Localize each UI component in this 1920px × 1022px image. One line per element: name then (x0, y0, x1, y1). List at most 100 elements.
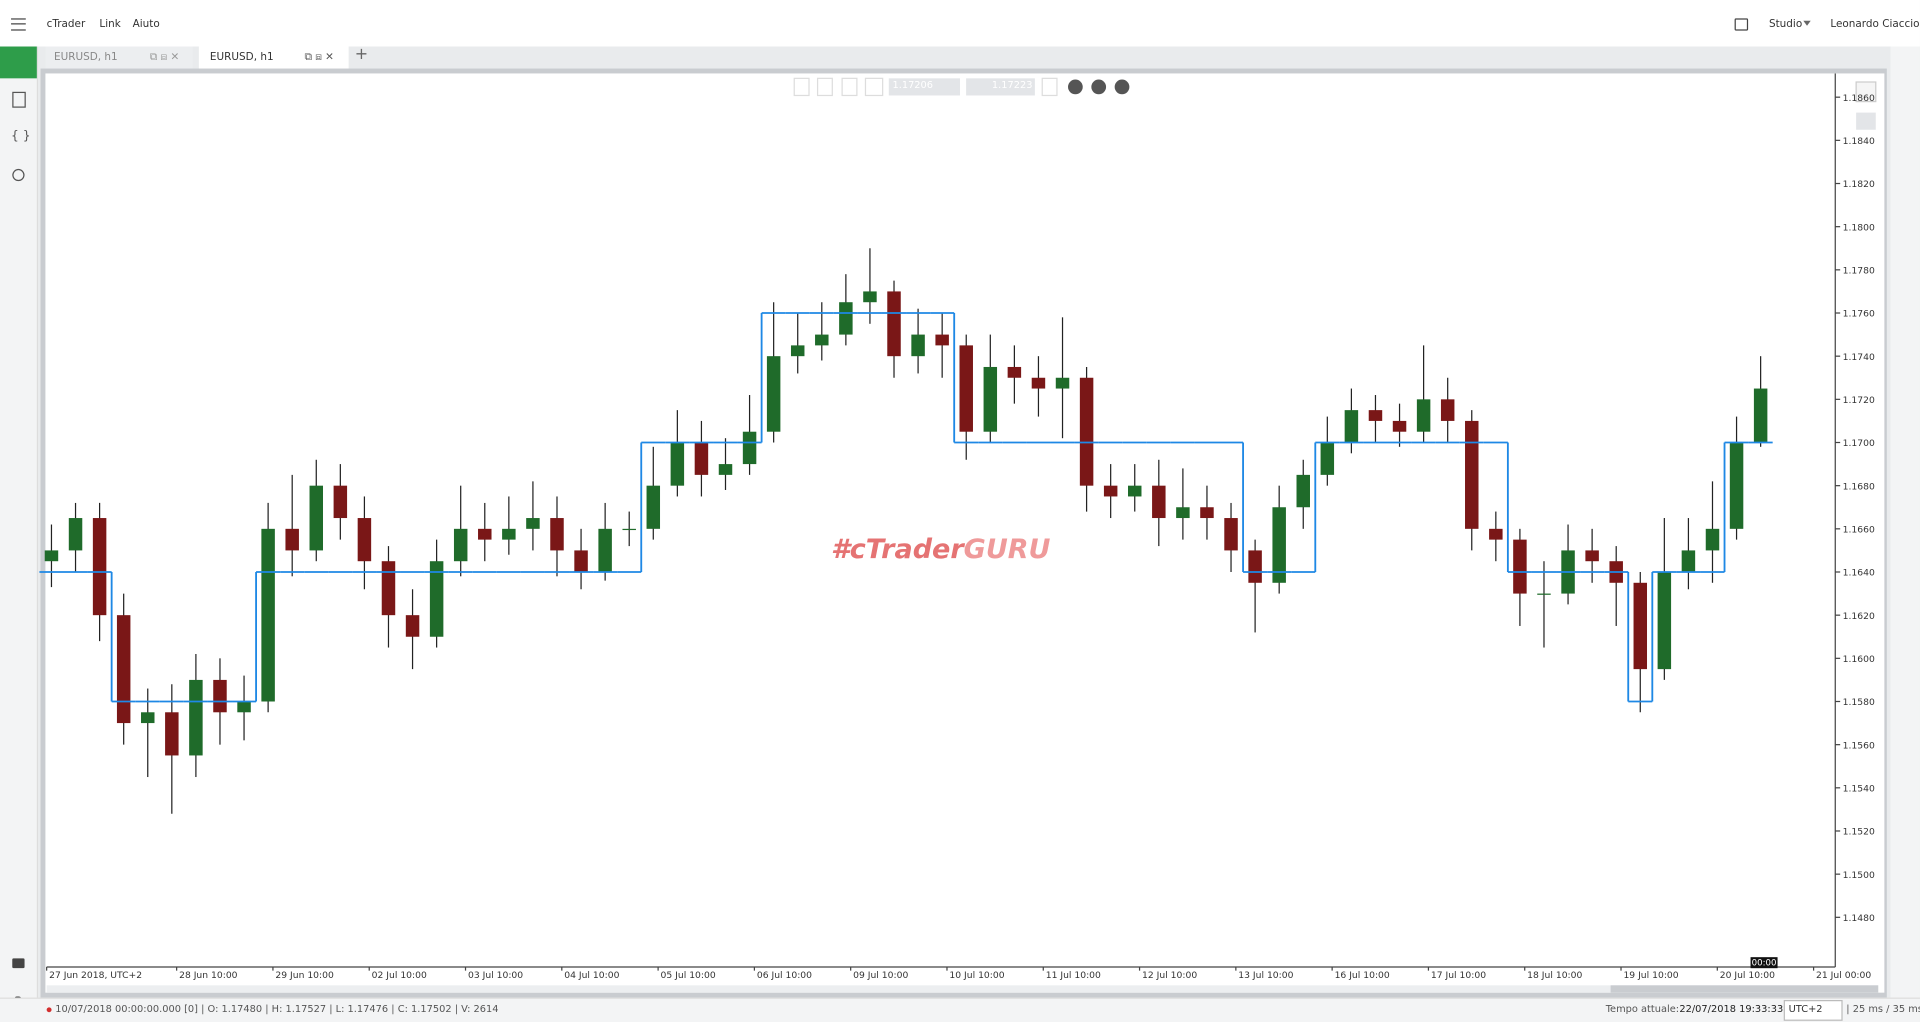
color-button[interactable] (1091, 79, 1107, 95)
candle-body (1296, 474, 1310, 508)
chart-background (45, 73, 1885, 993)
automate-app-button[interactable]: { } (11, 129, 31, 144)
candle-body (1320, 442, 1335, 475)
candle-body (766, 356, 781, 432)
candle-body (622, 528, 636, 531)
menu-item[interactable]: Link (99, 18, 121, 31)
candle-body (1079, 377, 1094, 486)
x-tick-label: 04 Jul 10:00 (564, 970, 619, 981)
time-label: Tempo attuale: (1605, 1003, 1680, 1015)
timezone-select[interactable] (1783, 1000, 1843, 1021)
analyze-app-button[interactable] (12, 168, 25, 182)
tab-title: EURUSD, h1 (54, 51, 118, 64)
y-tick-label: 1.1760 (1843, 309, 1875, 320)
candle-body (261, 528, 275, 702)
tab-controls[interactable]: ⧉ ⧈ ✕ (304, 51, 334, 64)
indicator-button[interactable] (841, 77, 858, 97)
x-tick-label: 05 Jul 10:00 (661, 970, 716, 981)
candle-body (1392, 420, 1407, 432)
candle-body (285, 528, 299, 551)
tab[interactable] (45, 46, 193, 69)
candle-body (550, 518, 564, 551)
y-tick-label: 1.1720 (1843, 395, 1875, 406)
x-tick-label: 28 Jun 10:00 (179, 970, 238, 981)
crosshair-label: 00:00 (1752, 959, 1777, 969)
copy-app-button[interactable] (12, 91, 26, 108)
candle-body (790, 345, 805, 357)
candle-body (526, 518, 540, 529)
scrollbar-thumb[interactable] (1610, 985, 1879, 993)
trade-app-button[interactable] (0, 46, 37, 79)
menu-button[interactable] (11, 18, 26, 31)
y-tick-label: 1.1480 (1843, 913, 1875, 924)
status-bar (0, 997, 1920, 1022)
menu-item[interactable]: cTrader (46, 18, 86, 31)
candle-body (333, 485, 348, 519)
x-tick-label: 12 Jul 10:00 (1142, 970, 1197, 981)
right-toolbar (1890, 46, 1920, 1002)
candle-body (1657, 571, 1672, 670)
y-tick-label: 1.1800 (1843, 222, 1875, 233)
timeframe-button[interactable] (864, 77, 884, 97)
candle-body (213, 679, 227, 713)
candle-body (863, 291, 877, 303)
chart-type-button[interactable] (816, 77, 833, 97)
candle-body (574, 550, 588, 572)
x-tick-label: 09 Jul 10:00 (853, 970, 908, 981)
x-tick-label: 29 Jun 10:00 (275, 970, 334, 981)
candle-body (718, 464, 733, 475)
menu-item[interactable]: Aiuto (132, 18, 160, 31)
x-tick-label: 02 Jul 10:00 (372, 970, 427, 981)
y-tick-label: 1.1780 (1843, 266, 1875, 277)
scrollbar[interactable] (46, 985, 1879, 993)
latency: | 25 ms / 35 ms (1846, 1003, 1920, 1015)
y-tick-label: 1.1740 (1843, 352, 1875, 363)
top-bar (0, 0, 1920, 47)
candle-body (68, 518, 83, 551)
user-name[interactable]: Leonardo Ciaccio (1830, 18, 1920, 31)
sentiment-button[interactable] (1068, 79, 1083, 95)
y-tick-label: 1.1680 (1843, 481, 1875, 492)
y-tick-label: 1.1640 (1843, 568, 1875, 579)
buy-button[interactable] (966, 78, 1035, 96)
tab-active[interactable] (198, 46, 349, 69)
candle-body (1128, 485, 1142, 497)
candle-body (1440, 399, 1455, 421)
candle-body (478, 528, 492, 540)
workspace-select[interactable]: Studio (1768, 18, 1803, 31)
briefcase-button[interactable] (12, 958, 25, 969)
candle-body (502, 528, 516, 540)
zoom-button[interactable] (793, 77, 810, 97)
candle-body (1200, 507, 1214, 519)
current-time: 22/07/2018 19:33:33 (1679, 1003, 1784, 1015)
list-button[interactable] (1041, 77, 1058, 97)
candle-body (405, 615, 420, 637)
bid-price: 1.17206 (892, 80, 933, 91)
x-tick-label: 27 Jun 2018, UTC+2 (49, 970, 142, 981)
detach-button[interactable] (1855, 81, 1877, 103)
candle-body (1729, 442, 1744, 529)
new-tab-button[interactable]: + (354, 45, 369, 64)
tab-title: EURUSD, h1 (209, 51, 274, 64)
layout-button[interactable] (1734, 18, 1749, 31)
y-tick-label: 1.1500 (1843, 870, 1875, 881)
account-button[interactable] (1114, 79, 1130, 95)
candle-body (1103, 485, 1118, 497)
candle-body (309, 485, 324, 551)
crosshair-tag (1750, 957, 1778, 969)
sell-button[interactable] (888, 78, 960, 96)
candle-body (453, 528, 468, 562)
candle-body (1416, 399, 1431, 432)
dropdown-arrow (1803, 20, 1811, 30)
candle-body (1753, 388, 1768, 443)
tab-controls[interactable]: ⧉ ⧈ ✕ (149, 51, 180, 64)
candle-body (839, 302, 853, 335)
chart-toolbar (793, 77, 1130, 97)
candle-body (1489, 528, 1503, 540)
screenshot-button[interactable] (1856, 112, 1876, 130)
x-tick-label: 11 Jul 10:00 (1046, 970, 1101, 981)
candle-body (92, 518, 107, 616)
candle-body (935, 334, 949, 346)
